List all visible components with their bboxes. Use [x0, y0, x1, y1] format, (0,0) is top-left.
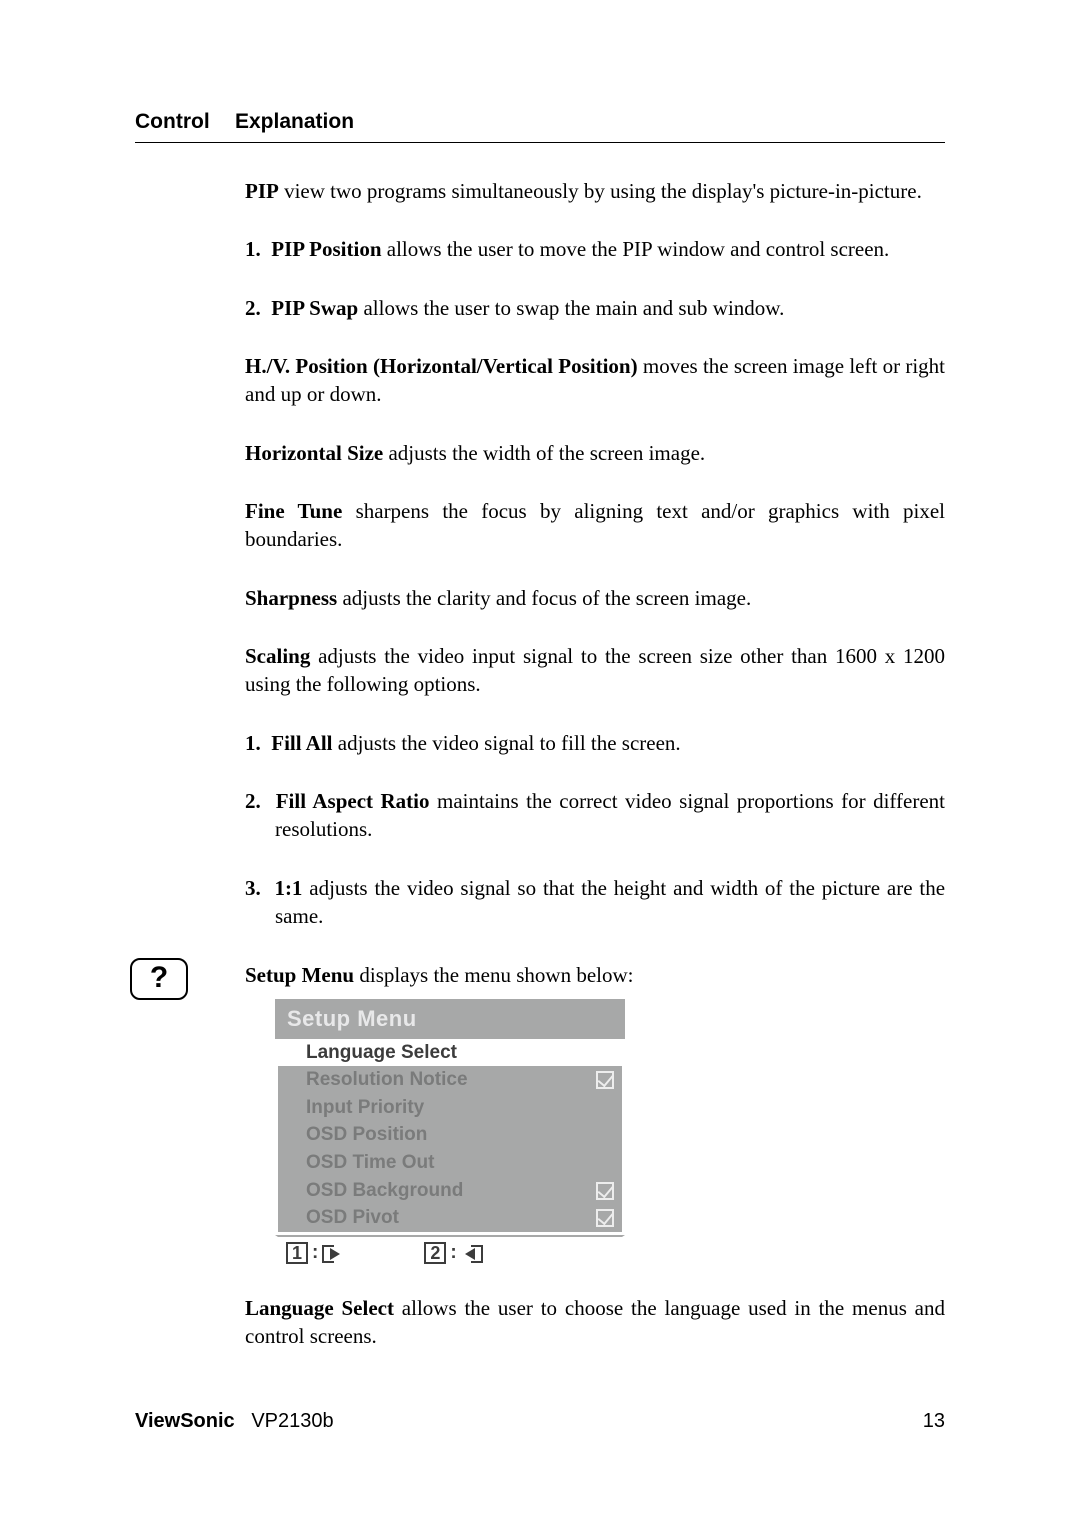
- footer-model: VP2130b: [251, 1410, 333, 1432]
- pip-item-1: 1. PIP Position allows the user to move …: [245, 235, 945, 263]
- list-num: 1.: [245, 237, 261, 261]
- colon: :: [312, 1240, 318, 1266]
- arrow-in-icon: [461, 1245, 483, 1261]
- osd-key-1: 1: [286, 1242, 308, 1264]
- osd-body: Language SelectResolution NoticeInput Pr…: [275, 1039, 625, 1235]
- finetune-paragraph: Fine Tune sharpens the focus by aligning…: [245, 497, 945, 554]
- arrow-out-icon: [322, 1245, 344, 1261]
- header-control: Control: [135, 110, 235, 134]
- page-footer: ViewSonic VP2130b 13: [135, 1410, 945, 1433]
- osd-footer: 1 : 2 :: [275, 1235, 625, 1272]
- setup-row: ? Setup Menu displays the menu shown bel…: [245, 961, 945, 1272]
- scaling-item-2: 2. Fill Aspect Ratio maintains the corre…: [245, 787, 945, 844]
- osd-row: Resolution Notice: [278, 1066, 622, 1094]
- content-column: PIP view two programs simultaneously by …: [245, 177, 945, 1350]
- osd-panel: Setup Menu Language SelectResolution Not…: [275, 999, 625, 1272]
- scaling-item-3: 3. 1:1 adjusts the video signal so that …: [245, 874, 945, 931]
- sharpness-title: Sharpness: [245, 586, 337, 610]
- sharpness-paragraph: Sharpness adjusts the clarity and focus …: [245, 584, 945, 612]
- osd-row-label: OSD Time Out: [306, 1150, 434, 1176]
- finetune-desc: sharpens the focus by aligning text and/…: [245, 499, 945, 551]
- list-title: Fill All: [271, 731, 332, 755]
- hsize-title: Horizontal Size: [245, 441, 383, 465]
- setup-desc: displays the menu shown below:: [354, 963, 633, 987]
- osd-row-label: Input Priority: [306, 1095, 424, 1121]
- list-desc: adjusts the video signal so that the hei…: [275, 876, 945, 928]
- osd-row-label: OSD Background: [306, 1178, 463, 1204]
- osd-row-label: Resolution Notice: [306, 1067, 468, 1093]
- footer-brand: ViewSonic: [135, 1410, 235, 1432]
- scaling-desc: adjusts the video input signal to the sc…: [245, 644, 945, 696]
- osd-row: OSD Time Out: [278, 1149, 622, 1177]
- header-explanation: Explanation: [235, 110, 354, 134]
- page: Control Explanation PIP view two program…: [0, 0, 1080, 1528]
- footer-page-number: 13: [923, 1410, 945, 1433]
- osd-row: Language Select: [278, 1039, 622, 1067]
- check-icon: [596, 1071, 614, 1089]
- pip-title: PIP: [245, 179, 279, 203]
- osd-row: OSD Pivot: [278, 1204, 622, 1232]
- osd-title: Setup Menu: [275, 999, 625, 1039]
- list-desc: allows the user to move the PIP window a…: [382, 237, 890, 261]
- langselect-paragraph: Language Select allows the user to choos…: [245, 1294, 945, 1351]
- hv-paragraph: H./V. Position (Horizontal/Vertical Posi…: [245, 352, 945, 409]
- hv-title: H./V. Position (Horizontal/Vertical Posi…: [245, 354, 638, 378]
- hsize-desc: adjusts the width of the screen image.: [383, 441, 705, 465]
- check-icon: [596, 1209, 614, 1227]
- setup-title: Setup Menu: [245, 963, 354, 987]
- osd-row: OSD Position: [278, 1121, 622, 1149]
- list-num: 1.: [245, 731, 261, 755]
- question-icon: ?: [130, 958, 188, 1000]
- scaling-item-1: 1. Fill All adjusts the video signal to …: [245, 729, 945, 757]
- list-desc: adjusts the video signal to fill the scr…: [333, 731, 681, 755]
- list-title: PIP Position: [271, 237, 381, 261]
- osd-row-label: OSD Pivot: [306, 1205, 399, 1231]
- hsize-paragraph: Horizontal Size adjusts the width of the…: [245, 439, 945, 467]
- osd-key-2: 2: [424, 1242, 446, 1264]
- list-desc: allows the user to swap the main and sub…: [358, 296, 784, 320]
- list-num: 3.: [245, 876, 261, 900]
- list-title: Fill Aspect Ratio: [276, 789, 430, 813]
- scaling-paragraph: Scaling adjusts the video input signal t…: [245, 642, 945, 699]
- scaling-title: Scaling: [245, 644, 310, 668]
- osd-row: Input Priority: [278, 1094, 622, 1122]
- list-title: 1:1: [274, 876, 302, 900]
- osd-key-2-group: 2 :: [424, 1240, 482, 1266]
- setup-paragraph: Setup Menu displays the menu shown below…: [245, 961, 945, 989]
- pip-desc: view two programs simultaneously by usin…: [279, 179, 922, 203]
- sharpness-desc: adjusts the clarity and focus of the scr…: [337, 586, 751, 610]
- section-header: Control Explanation: [135, 110, 945, 143]
- pip-paragraph: PIP view two programs simultaneously by …: [245, 177, 945, 205]
- osd-key-1-group: 1 :: [286, 1240, 344, 1266]
- osd-row: OSD Background: [278, 1177, 622, 1205]
- pip-item-2: 2. PIP Swap allows the user to swap the …: [245, 294, 945, 322]
- question-glyph: ?: [150, 958, 168, 999]
- list-title: PIP Swap: [271, 296, 358, 320]
- osd-row-label: OSD Position: [306, 1122, 427, 1148]
- finetune-title: Fine Tune: [245, 499, 342, 523]
- osd-row-label: Language Select: [306, 1040, 457, 1066]
- check-icon: [596, 1182, 614, 1200]
- langselect-title: Language Select: [245, 1296, 394, 1320]
- list-num: 2.: [245, 789, 261, 813]
- footer-left: ViewSonic VP2130b: [135, 1410, 334, 1433]
- list-num: 2.: [245, 296, 261, 320]
- colon: :: [450, 1240, 456, 1266]
